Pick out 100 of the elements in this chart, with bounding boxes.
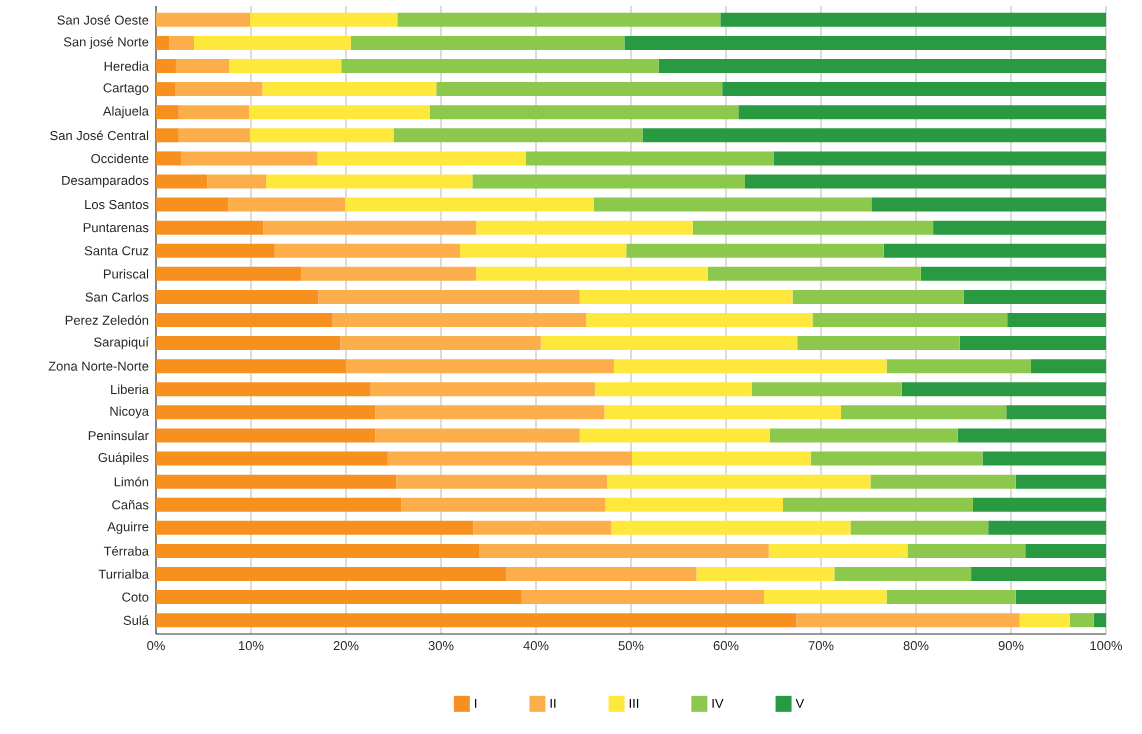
bar xyxy=(579,289,793,304)
bar xyxy=(745,174,1107,189)
bar xyxy=(1025,543,1107,558)
bar xyxy=(521,590,765,605)
bar xyxy=(375,428,580,443)
bar xyxy=(387,451,632,466)
bar xyxy=(506,566,697,581)
bar xyxy=(436,82,723,97)
bar xyxy=(707,266,921,281)
bar xyxy=(156,266,302,281)
bar xyxy=(156,243,275,258)
bar xyxy=(156,128,179,143)
bar xyxy=(350,35,625,50)
bar xyxy=(301,266,477,281)
bar xyxy=(840,405,1007,420)
bar xyxy=(769,428,958,443)
bar xyxy=(156,336,341,351)
bar xyxy=(810,451,983,466)
bar xyxy=(870,474,1016,489)
bar xyxy=(375,405,605,420)
bar xyxy=(249,105,430,120)
bar xyxy=(317,151,526,166)
bar xyxy=(658,59,1107,74)
bar xyxy=(624,35,1107,50)
bar xyxy=(764,590,887,605)
bar xyxy=(345,197,594,212)
bar xyxy=(626,243,884,258)
bar xyxy=(429,105,739,120)
bar xyxy=(476,266,708,281)
bar xyxy=(156,151,182,166)
bar xyxy=(901,382,1107,397)
bar xyxy=(156,497,402,512)
bar xyxy=(156,474,397,489)
bar xyxy=(332,313,587,328)
bar xyxy=(401,497,606,512)
bar xyxy=(169,35,194,50)
bar xyxy=(460,243,627,258)
bar xyxy=(594,382,752,397)
bar xyxy=(959,336,1107,351)
bar xyxy=(341,59,659,74)
bar xyxy=(156,382,371,397)
bar xyxy=(796,613,1020,628)
bar xyxy=(274,243,460,258)
bar xyxy=(773,151,1107,166)
bar xyxy=(631,451,811,466)
bar xyxy=(720,12,1107,27)
bar xyxy=(156,451,388,466)
bar xyxy=(768,543,908,558)
bar xyxy=(228,197,346,212)
bar xyxy=(473,520,612,535)
bar xyxy=(605,497,784,512)
bar xyxy=(738,105,1107,120)
bar xyxy=(156,82,175,97)
bar xyxy=(156,174,208,189)
bar xyxy=(1030,359,1107,374)
bar xyxy=(318,289,580,304)
bar xyxy=(178,128,251,143)
bar xyxy=(156,520,474,535)
bar xyxy=(722,82,1107,97)
bar xyxy=(156,428,376,443)
bar xyxy=(1019,613,1070,628)
bar xyxy=(156,12,251,27)
bar xyxy=(156,59,176,74)
bar xyxy=(579,428,770,443)
bar xyxy=(886,590,1016,605)
bar xyxy=(156,289,319,304)
bar xyxy=(194,35,351,50)
bar xyxy=(156,35,170,50)
bar xyxy=(156,220,264,235)
bar xyxy=(156,405,376,420)
bar xyxy=(593,197,872,212)
bar xyxy=(933,220,1107,235)
bar xyxy=(696,566,835,581)
bar xyxy=(175,82,263,97)
bar xyxy=(586,313,813,328)
bar xyxy=(973,497,1107,512)
bar xyxy=(957,428,1107,443)
bar xyxy=(250,12,398,27)
bar xyxy=(834,566,972,581)
bar xyxy=(207,174,267,189)
bar xyxy=(812,313,1008,328)
bar xyxy=(476,220,693,235)
bar xyxy=(1007,313,1107,328)
bar xyxy=(393,128,643,143)
bar xyxy=(525,151,774,166)
bar xyxy=(797,336,960,351)
bar xyxy=(988,520,1107,535)
bar xyxy=(1006,405,1107,420)
bar xyxy=(156,105,179,120)
bar xyxy=(883,243,1107,258)
bar xyxy=(156,590,522,605)
bar xyxy=(472,174,746,189)
bar xyxy=(181,151,318,166)
bar xyxy=(340,336,541,351)
bar xyxy=(982,451,1107,466)
bar xyxy=(178,105,250,120)
bar xyxy=(156,197,229,212)
bar xyxy=(540,336,798,351)
bar xyxy=(971,566,1107,581)
bar xyxy=(1015,474,1107,489)
